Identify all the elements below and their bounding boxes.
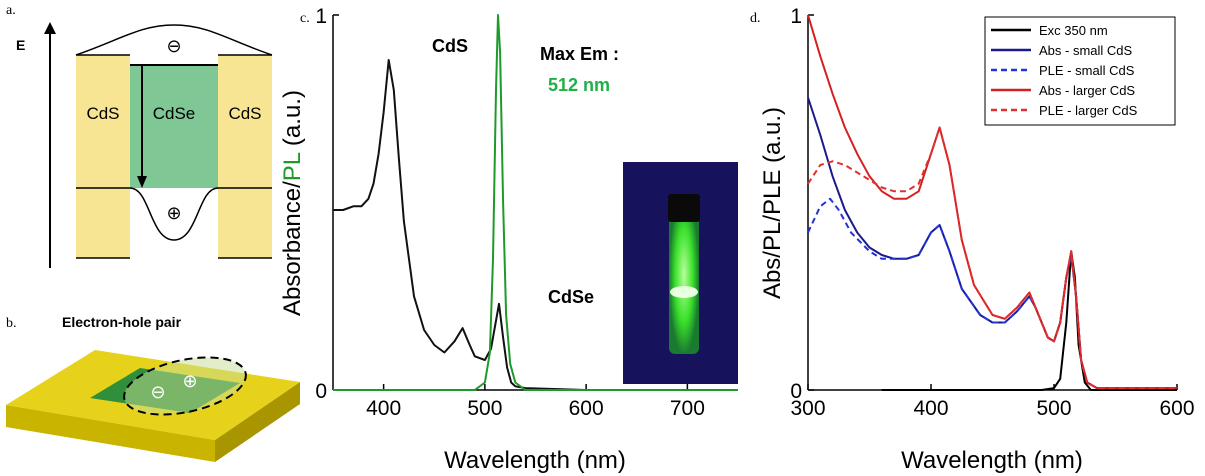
- arrow-head: [137, 176, 147, 188]
- series-line: [807, 97, 1177, 390]
- region-label: CdS: [86, 104, 119, 123]
- region-label: CdS: [228, 104, 261, 123]
- y-tick-label: 0: [790, 380, 802, 403]
- series-line: [881, 250, 1177, 391]
- cds-left: [76, 55, 130, 258]
- x-tick-label: 600: [569, 397, 604, 420]
- panel-label: a.: [6, 3, 16, 18]
- series-line: [333, 14, 738, 391]
- panel-a: a. E CdS CdSe CdS ⊖ ⊕: [6, 3, 273, 268]
- exciton: [123, 356, 247, 416]
- panel-label: d.: [750, 11, 761, 26]
- legend-label: PLE - small CdS: [1039, 63, 1135, 78]
- vb-gap: [130, 188, 218, 258]
- y-axis-label: Abs/PL/PLE (a.u.): [759, 107, 786, 299]
- panel-d: d. Abs/PL/PLE (a.u.) Wavelength (nm): [750, 11, 1083, 474]
- panel-c: c. Absorbance/PL (a.u.) Wavelength (nm) …: [279, 11, 738, 474]
- cb-edge: [75, 24, 273, 56]
- axis-label: E: [16, 37, 25, 53]
- vial: [669, 196, 699, 354]
- legend-label: PLE - larger CdS: [1039, 103, 1138, 118]
- annotation: CdSe: [548, 287, 594, 307]
- y-label-part: PL: [279, 152, 306, 181]
- vial-cap: [668, 194, 700, 222]
- x-axis-label: Wavelength (nm): [444, 447, 626, 474]
- panel-title: Electron-hole pair: [62, 314, 182, 330]
- hole: ⊕: [182, 371, 197, 392]
- y-label-part: Absorbance/: [279, 181, 306, 316]
- x-tick-label: 400: [366, 397, 401, 420]
- vial-meniscus: [670, 286, 698, 298]
- annotation: 512 nm: [548, 75, 610, 95]
- x-tick-label: 600: [1159, 397, 1194, 420]
- x-tick-label: 700: [670, 397, 705, 420]
- annotation: CdS: [432, 36, 468, 56]
- y-tick-label: 0: [315, 380, 327, 403]
- series-line: [333, 59, 738, 391]
- legend-label: Abs - larger CdS: [1039, 83, 1135, 98]
- y-axis-label: Absorbance/PL (a.u.): [279, 90, 306, 316]
- x-tick-label: 500: [467, 397, 502, 420]
- electron: ⊖: [166, 36, 181, 57]
- cds-right: [218, 55, 272, 258]
- panel-b: b. Electron-hole pair ⊖ ⊕: [6, 314, 300, 462]
- series-line: [807, 126, 1177, 390]
- arrow-head: [44, 22, 56, 34]
- electron: ⊖: [150, 382, 165, 403]
- slab-side: [215, 382, 300, 462]
- region-label: CdSe: [153, 104, 196, 123]
- y-tick-label: 1: [315, 5, 327, 28]
- annotation: Max Em :: [540, 44, 619, 64]
- hole: ⊕: [166, 203, 181, 224]
- x-axis-label: Wavelength (nm): [901, 447, 1083, 474]
- y-label-part: (a.u.): [279, 90, 306, 153]
- vb-edge: [76, 187, 272, 241]
- y-tick-label: 1: [790, 5, 802, 28]
- panel-label: b.: [6, 316, 17, 331]
- slab-front: [6, 405, 215, 462]
- series-line: [807, 197, 1177, 390]
- x-tick-label: 300: [790, 397, 825, 420]
- x-tick-label: 500: [1036, 397, 1071, 420]
- x-tick-label: 400: [913, 397, 948, 420]
- legend-label: Abs - small CdS: [1039, 43, 1133, 58]
- cdse-core: [130, 65, 218, 188]
- panel-label: c.: [300, 11, 310, 26]
- legend-label: Exc 350 nm: [1039, 23, 1108, 38]
